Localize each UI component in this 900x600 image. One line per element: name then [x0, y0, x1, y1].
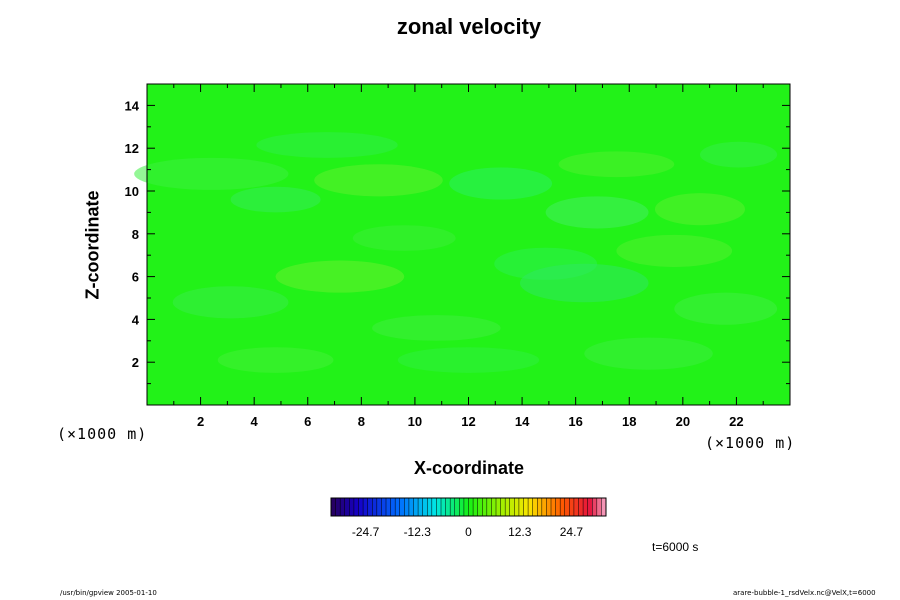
x-tick-label: 16	[568, 414, 582, 429]
x-tick-label: 12	[461, 414, 475, 429]
field-structure	[674, 292, 778, 325]
y-tick-label: 6	[132, 270, 139, 285]
field-structure	[314, 164, 443, 197]
x-tick-label: 8	[358, 414, 365, 429]
footer-command: /usr/bin/gpview 2005-01-10	[60, 589, 157, 597]
x-tick-label: 10	[408, 414, 422, 429]
time-label: t=6000 s	[652, 540, 699, 554]
chart-title: zonal velocity	[396, 14, 542, 39]
z-unit-label: (×1000 m)	[57, 425, 148, 443]
field-structure	[519, 263, 649, 303]
x-tick-label: 6	[304, 414, 311, 429]
y-axis-title: Z-coordinate	[82, 190, 103, 300]
field-structure	[172, 286, 289, 319]
y-tick-label: 12	[125, 141, 139, 156]
y-tick-label: 8	[132, 227, 139, 242]
field-structure	[558, 151, 675, 178]
field-structure	[545, 196, 649, 229]
field-structure	[449, 167, 553, 200]
field-structure	[616, 234, 733, 267]
field-structure	[256, 132, 398, 158]
field-structure	[584, 337, 713, 370]
x-tick-label: 18	[622, 414, 636, 429]
x-tick-label: 22	[729, 414, 743, 429]
field-structure	[352, 225, 456, 251]
field-structure	[134, 157, 289, 190]
y-tick-label: 10	[125, 184, 139, 199]
x-tick-label: 4	[251, 414, 259, 429]
x-axis-title: X-coordinate	[413, 458, 524, 478]
y-tick-label: 14	[125, 98, 140, 113]
x-tick-label: 2	[197, 414, 204, 429]
field-structure	[230, 186, 321, 213]
x-unit-label: (×1000 m)	[705, 434, 796, 452]
field-structure	[654, 193, 745, 226]
field-structure	[372, 315, 501, 341]
field-structure	[397, 347, 540, 373]
field-structure	[275, 260, 405, 293]
x-tick-label: 20	[676, 414, 690, 429]
field-structure	[217, 347, 334, 373]
footer-source: arare-bubble-1_rsdVelx.nc@VelX,t=6000	[733, 589, 876, 597]
y-tick-label: 4	[132, 312, 140, 327]
y-tick-label: 2	[132, 355, 139, 370]
field-structure	[699, 141, 778, 168]
x-tick-label: 14	[515, 414, 530, 429]
